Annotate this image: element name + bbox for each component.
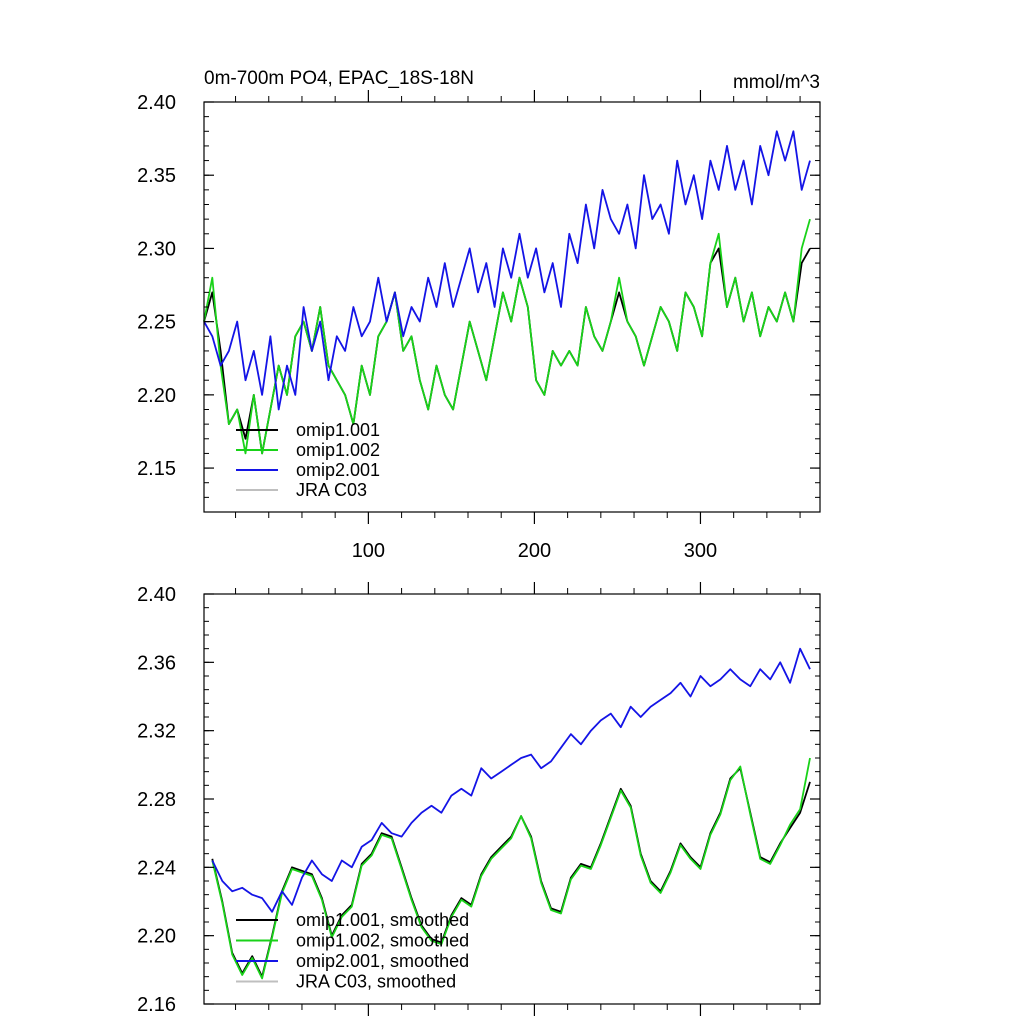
legend-label-omip2_001: omip2.001, smoothed — [296, 951, 469, 971]
y-tick-label: 2.25 — [137, 312, 176, 334]
legend-label-jra_c03: JRA C03, smoothed — [296, 972, 456, 992]
y-tick-label: 2.20 — [137, 926, 176, 948]
y-tick-label: 2.28 — [137, 789, 176, 811]
y-tick-label: 2.35 — [137, 165, 176, 187]
y-tick-label: 2.30 — [137, 238, 176, 260]
panel-top: 2.15 2.20 2.25 2.30 2.35 2.40 100 200 300 omip1.0… — [137, 90, 821, 562]
y-tick-label: 2.16 — [137, 994, 176, 1016]
y-tick-label: 2.40 — [137, 584, 176, 606]
legend-label-jra_c03: JRA C03 — [296, 480, 367, 500]
x-tick-label: 200 — [518, 540, 551, 562]
legend-label-omip2_001: omip2.001 — [296, 460, 380, 480]
series-line-omip1_002 — [211, 757, 811, 980]
series-line-omip1_001 — [203, 247, 811, 455]
y-tick-label: 2.15 — [137, 458, 176, 480]
y-tick-label: 2.40 — [137, 92, 176, 114]
series-line-omip2_001 — [211, 647, 811, 913]
panel-bottom: 2.16 2.20 2.24 2.28 2.32 2.36 2.40 omip1.001, s… — [137, 582, 821, 1016]
units-label: mmol/m^3 — [733, 72, 820, 93]
x-tick-label: 100 — [352, 540, 385, 562]
y-tick-label: 2.20 — [137, 385, 176, 407]
y-tick-label: 2.24 — [137, 857, 176, 879]
legend-label-omip1_002: omip1.002 — [296, 440, 380, 460]
series-line-omip2_001 — [203, 130, 811, 411]
legend-label-omip1_001: omip1.001 — [296, 420, 380, 440]
chart-title: 0m-700m PO4, EPAC_18S-18N — [204, 68, 474, 89]
legend-label-omip1_002: omip1.002, smoothed — [296, 931, 469, 951]
legend-label-omip1_001: omip1.001, smoothed — [296, 910, 469, 930]
series-line-omip1_002 — [203, 218, 811, 455]
y-tick-label: 2.36 — [137, 652, 176, 674]
x-tick-label: 300 — [684, 540, 717, 562]
y-tick-label: 2.32 — [137, 721, 176, 743]
